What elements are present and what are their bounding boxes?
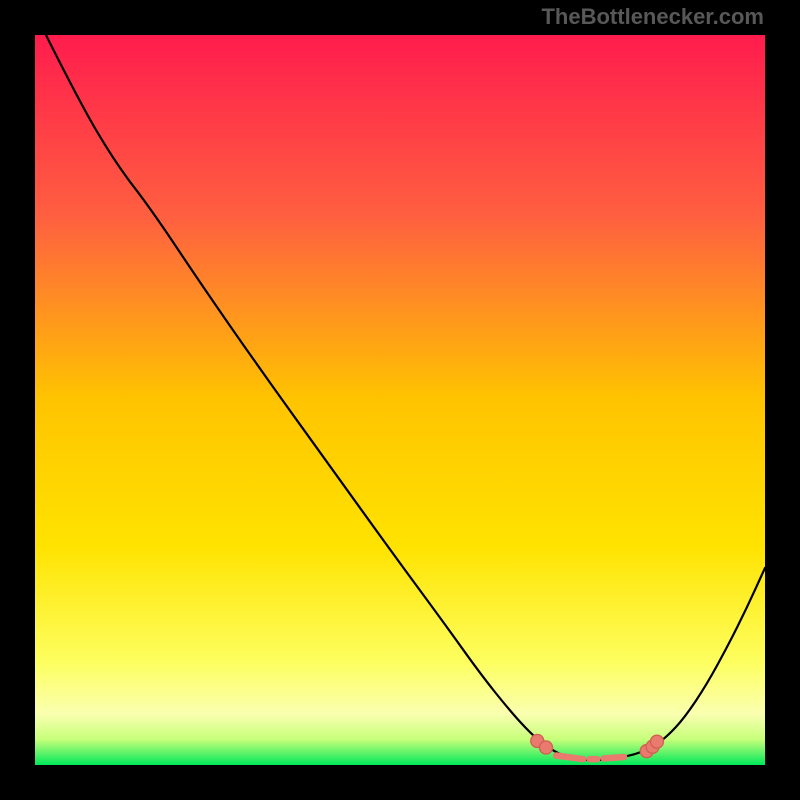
marker-dash xyxy=(556,756,583,760)
marker-dot xyxy=(650,735,663,748)
watermark-text: TheBottlenecker.com xyxy=(541,4,764,30)
marker-dot xyxy=(540,741,553,754)
plot-background-gradient xyxy=(35,35,765,765)
marker-dash xyxy=(604,757,624,758)
chart-container: TheBottlenecker.com xyxy=(0,0,800,800)
plot-svg xyxy=(0,0,800,800)
